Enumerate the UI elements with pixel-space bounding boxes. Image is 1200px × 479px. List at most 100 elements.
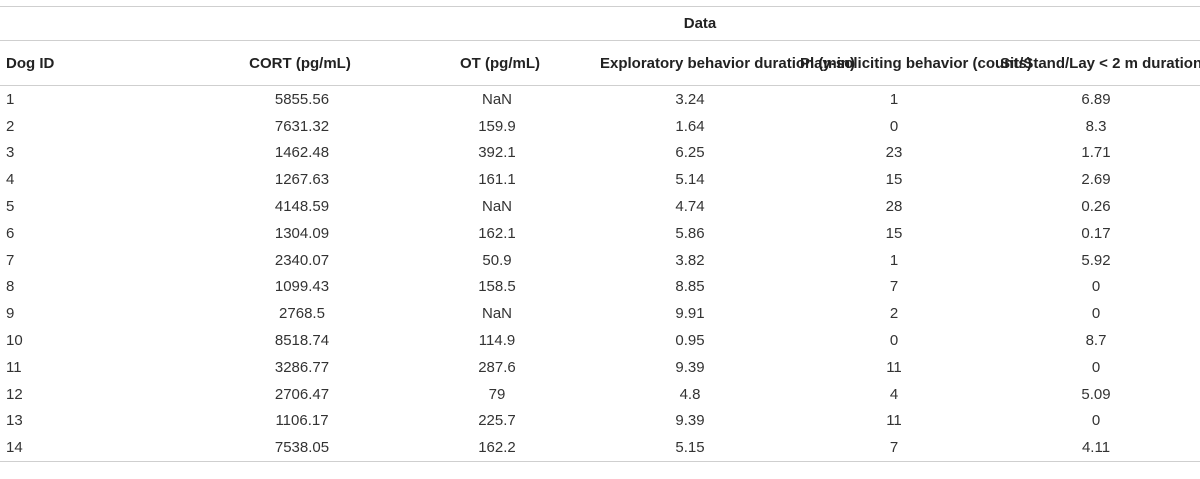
table-row: 7 2340.07 50.9 3.82 1 5.92 xyxy=(0,247,1200,274)
ot-cell: 287.6 xyxy=(478,358,516,376)
play-soliciting-cell: 7 xyxy=(889,278,899,296)
data-table: Data Dog ID CORT (pg/mL) OT (pg/mL) Expl… xyxy=(0,6,1200,463)
exploratory-duration-cell: 3.82 xyxy=(675,251,705,269)
sit-stand-lay-cell: 0.26 xyxy=(1081,198,1111,216)
column-header-dog-id: Dog ID xyxy=(0,40,200,86)
sit-stand-lay-cell: 0.17 xyxy=(1081,224,1111,242)
table-row: 3 1462.48 392.1 6.25 23 1.71 xyxy=(0,140,1200,167)
ot-cell: 162.1 xyxy=(478,224,516,242)
dog-id-cell: 4 xyxy=(6,171,15,189)
table-row: 1 5855.56 NaN 3.24 1 6.89 xyxy=(0,86,1200,113)
play-soliciting-cell: 1 xyxy=(889,251,899,269)
cort-cell: 4148.59 xyxy=(274,198,330,216)
ot-cell: 392.1 xyxy=(478,144,516,162)
table-row: 10 8518.74 114.9 0.95 0 8.7 xyxy=(0,327,1200,354)
ot-cell: NaN xyxy=(481,90,512,108)
play-soliciting-cell: 7 xyxy=(800,434,1000,463)
exploratory-duration-cell: 1.64 xyxy=(675,117,705,135)
ot-cell: 114.9 xyxy=(478,332,516,350)
cort-cell: 1267.63 xyxy=(274,171,330,189)
cort-cell: 2706.47 xyxy=(274,385,330,403)
sit-stand-lay-cell: 8.3 xyxy=(1085,117,1107,135)
play-soliciting-cell: 2 xyxy=(889,305,899,323)
cort-cell: 1462.48 xyxy=(274,144,330,162)
table-row: 6 1304.09 162.1 5.86 15 0.17 xyxy=(0,220,1200,247)
sit-stand-lay-cell: 2.69 xyxy=(1081,171,1111,189)
exploratory-duration-cell: 5.15 xyxy=(600,434,800,463)
dog-id-cell: 13 xyxy=(6,412,23,430)
cort-cell: 8518.74 xyxy=(274,332,330,350)
table-row: 12 2706.47 79 4.8 4 5.09 xyxy=(0,381,1200,408)
play-soliciting-cell: 11 xyxy=(886,358,902,376)
dog-id-cell: 5 xyxy=(6,198,15,216)
sit-stand-lay-cell: 0 xyxy=(1091,305,1101,323)
cort-cell: 2768.5 xyxy=(279,305,325,323)
ot-cell: 158.5 xyxy=(478,278,516,296)
dog-id-cell: 8 xyxy=(6,278,15,296)
sit-stand-lay-cell: 5.92 xyxy=(1081,251,1111,269)
column-header-sit-stand-lay-duration: Sit/Stand/Lay < 2 m duration (min) xyxy=(1000,40,1200,86)
sit-stand-lay-cell: 5.09 xyxy=(1081,385,1111,403)
play-soliciting-cell: 15 xyxy=(885,171,903,189)
exploratory-duration-cell: 5.86 xyxy=(675,224,705,242)
sit-stand-lay-cell: 0 xyxy=(1091,358,1101,376)
table-row: 11 3286.77 287.6 9.39 11 0 xyxy=(0,354,1200,381)
column-header-cort: CORT (pg/mL) xyxy=(200,40,400,86)
exploratory-duration-cell: 4.74 xyxy=(675,198,705,216)
dog-id-cell: 7 xyxy=(6,251,15,269)
play-soliciting-cell: 28 xyxy=(885,198,903,216)
play-soliciting-cell: 23 xyxy=(885,144,903,162)
play-soliciting-cell: 15 xyxy=(885,224,903,242)
cort-cell: 1304.09 xyxy=(274,224,330,242)
dog-id-cell: 14 xyxy=(0,434,200,463)
dog-id-cell: 9 xyxy=(6,305,15,323)
super-header-row: Data xyxy=(0,6,1200,41)
exploratory-duration-cell: 9.39 xyxy=(675,358,705,376)
ot-cell: 159.9 xyxy=(478,117,516,135)
table-row: 5 4148.59 NaN 4.74 28 0.26 xyxy=(0,193,1200,220)
exploratory-duration-cell: 5.14 xyxy=(675,171,705,189)
exploratory-duration-cell: 9.39 xyxy=(675,412,705,430)
sit-stand-lay-cell: 4.11 xyxy=(1000,434,1200,463)
cort-cell: 3286.77 xyxy=(274,358,330,376)
table-row: 4 1267.63 161.1 5.14 15 2.69 xyxy=(0,166,1200,193)
play-soliciting-cell: 4 xyxy=(889,385,899,403)
dog-id-cell: 3 xyxy=(6,144,15,162)
cort-cell: 1099.43 xyxy=(274,278,330,296)
column-header-exploratory-duration: Exploratory behavior duration (min) xyxy=(600,40,855,86)
play-soliciting-cell: 1 xyxy=(889,90,899,108)
play-soliciting-cell: 11 xyxy=(886,412,902,430)
table-row: 13 1106.17 225.7 9.39 11 0 xyxy=(0,408,1200,435)
column-header-row: Dog ID CORT (pg/mL) OT (pg/mL) Explorato… xyxy=(0,40,1200,86)
table-row: 14 7538.05 162.2 5.15 7 4.11 xyxy=(0,434,1200,463)
ot-cell: 79 xyxy=(488,385,506,403)
exploratory-duration-cell: 4.8 xyxy=(679,385,701,403)
exploratory-duration-cell: 6.25 xyxy=(675,144,705,162)
column-header-play-soliciting-counts: Play-soliciting behavior (counts) xyxy=(800,40,1032,86)
dog-id-cell: 6 xyxy=(6,224,15,242)
ot-cell: NaN xyxy=(481,198,512,216)
exploratory-duration-cell: 8.85 xyxy=(675,278,705,296)
exploratory-duration-cell: 9.91 xyxy=(675,305,705,323)
ot-cell: 50.9 xyxy=(482,251,512,269)
ot-cell: 162.2 xyxy=(400,434,600,463)
sit-stand-lay-cell: 0 xyxy=(1091,412,1101,430)
dog-id-cell: 1 xyxy=(6,90,15,108)
dog-id-cell: 10 xyxy=(6,332,23,350)
play-soliciting-cell: 0 xyxy=(889,117,899,135)
sit-stand-lay-cell: 8.7 xyxy=(1085,332,1107,350)
exploratory-duration-cell: 0.95 xyxy=(675,332,705,350)
super-header-spacer xyxy=(0,6,200,41)
sit-stand-lay-cell: 0 xyxy=(1091,278,1101,296)
sit-stand-lay-cell: 1.71 xyxy=(1081,144,1111,162)
dog-id-cell: 2 xyxy=(6,117,15,135)
cort-cell: 7538.05 xyxy=(200,434,400,463)
table-row: 9 2768.5 NaN 9.91 2 0 xyxy=(0,300,1200,327)
cort-cell: 5855.56 xyxy=(274,90,330,108)
cort-cell: 7631.32 xyxy=(274,117,330,135)
table-row: 2 7631.32 159.9 1.64 0 8.3 xyxy=(0,113,1200,140)
table-row: 8 1099.43 158.5 8.85 7 0 xyxy=(0,274,1200,301)
ot-cell: 161.1 xyxy=(478,171,516,189)
ot-cell: NaN xyxy=(481,305,512,323)
